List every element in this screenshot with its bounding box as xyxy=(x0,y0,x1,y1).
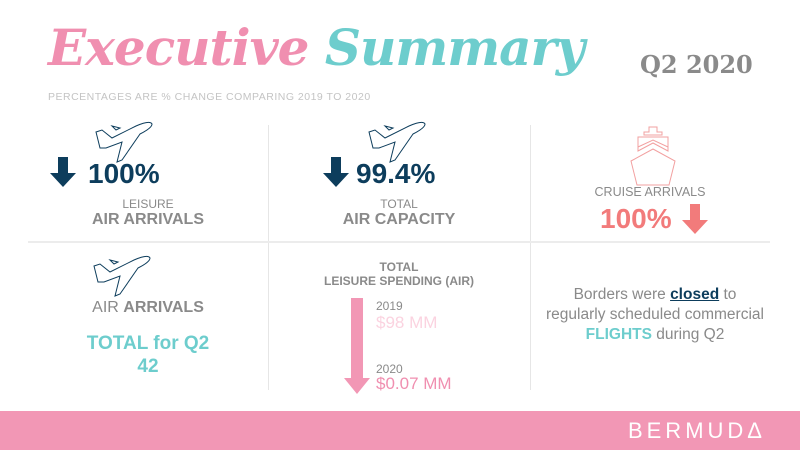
card-label: LEISURE SPENDING (AIR) xyxy=(323,274,474,288)
card-title: AIR ARRIVALS xyxy=(92,211,204,228)
note-flights: FLIGHTS xyxy=(585,326,652,343)
total-value: 42 xyxy=(137,356,159,377)
air-arrivals-label: AIR ARRIVALS xyxy=(28,299,268,317)
borders-note: Borders were closed to regularly schedul… xyxy=(545,285,765,345)
year-label: 2019 xyxy=(376,299,403,313)
card-label: TOTAL xyxy=(379,260,419,274)
title-part2: Summary xyxy=(324,18,585,77)
footer-bar xyxy=(0,411,800,450)
airplane-icon xyxy=(368,121,426,163)
divider xyxy=(530,125,531,390)
total-label: TOTAL for Q2 xyxy=(86,333,210,354)
bermuda-logo: BERMUDΔ xyxy=(627,418,766,443)
title-part1: Executive xyxy=(48,18,309,77)
period-label: Q2 2020 xyxy=(640,50,753,79)
cruise-change: 100% xyxy=(600,203,672,234)
card-label: CRUISE ARRIVALS xyxy=(594,185,706,199)
arrow-down-icon xyxy=(344,298,370,394)
label-part: ARRIVALS xyxy=(123,299,204,316)
airplane-icon xyxy=(93,255,151,297)
page-title: Executive Summary xyxy=(48,18,585,77)
divider xyxy=(28,241,770,243)
note-text: Borders were xyxy=(573,286,671,303)
air-capacity-change: 99.4% xyxy=(356,158,436,189)
arrow-down-icon xyxy=(323,157,349,187)
card-label: TOTAL xyxy=(380,197,418,211)
leisure-air-change: 100% xyxy=(88,158,160,189)
spending-2020: $0.07 MM xyxy=(376,374,452,393)
label-part: AIR xyxy=(92,299,124,316)
divider xyxy=(268,125,269,390)
note-text: to regularly scheduled commercial xyxy=(546,286,764,323)
cruise-ship-icon xyxy=(630,126,676,186)
arrow-down-icon xyxy=(682,204,708,234)
subtitle: PERCENTAGES ARE % CHANGE COMPARING 2019 … xyxy=(48,91,371,103)
card-title: AIR CAPACITY xyxy=(342,211,456,228)
year-label: 2020 xyxy=(376,362,403,376)
note-text: during Q2 xyxy=(651,326,725,343)
note-closed: closed xyxy=(670,286,720,303)
spending-2019: $98 MM xyxy=(376,313,438,332)
card-label: LEISURE xyxy=(122,197,174,211)
airplane-icon xyxy=(95,121,153,163)
arrow-down-icon xyxy=(50,157,76,187)
